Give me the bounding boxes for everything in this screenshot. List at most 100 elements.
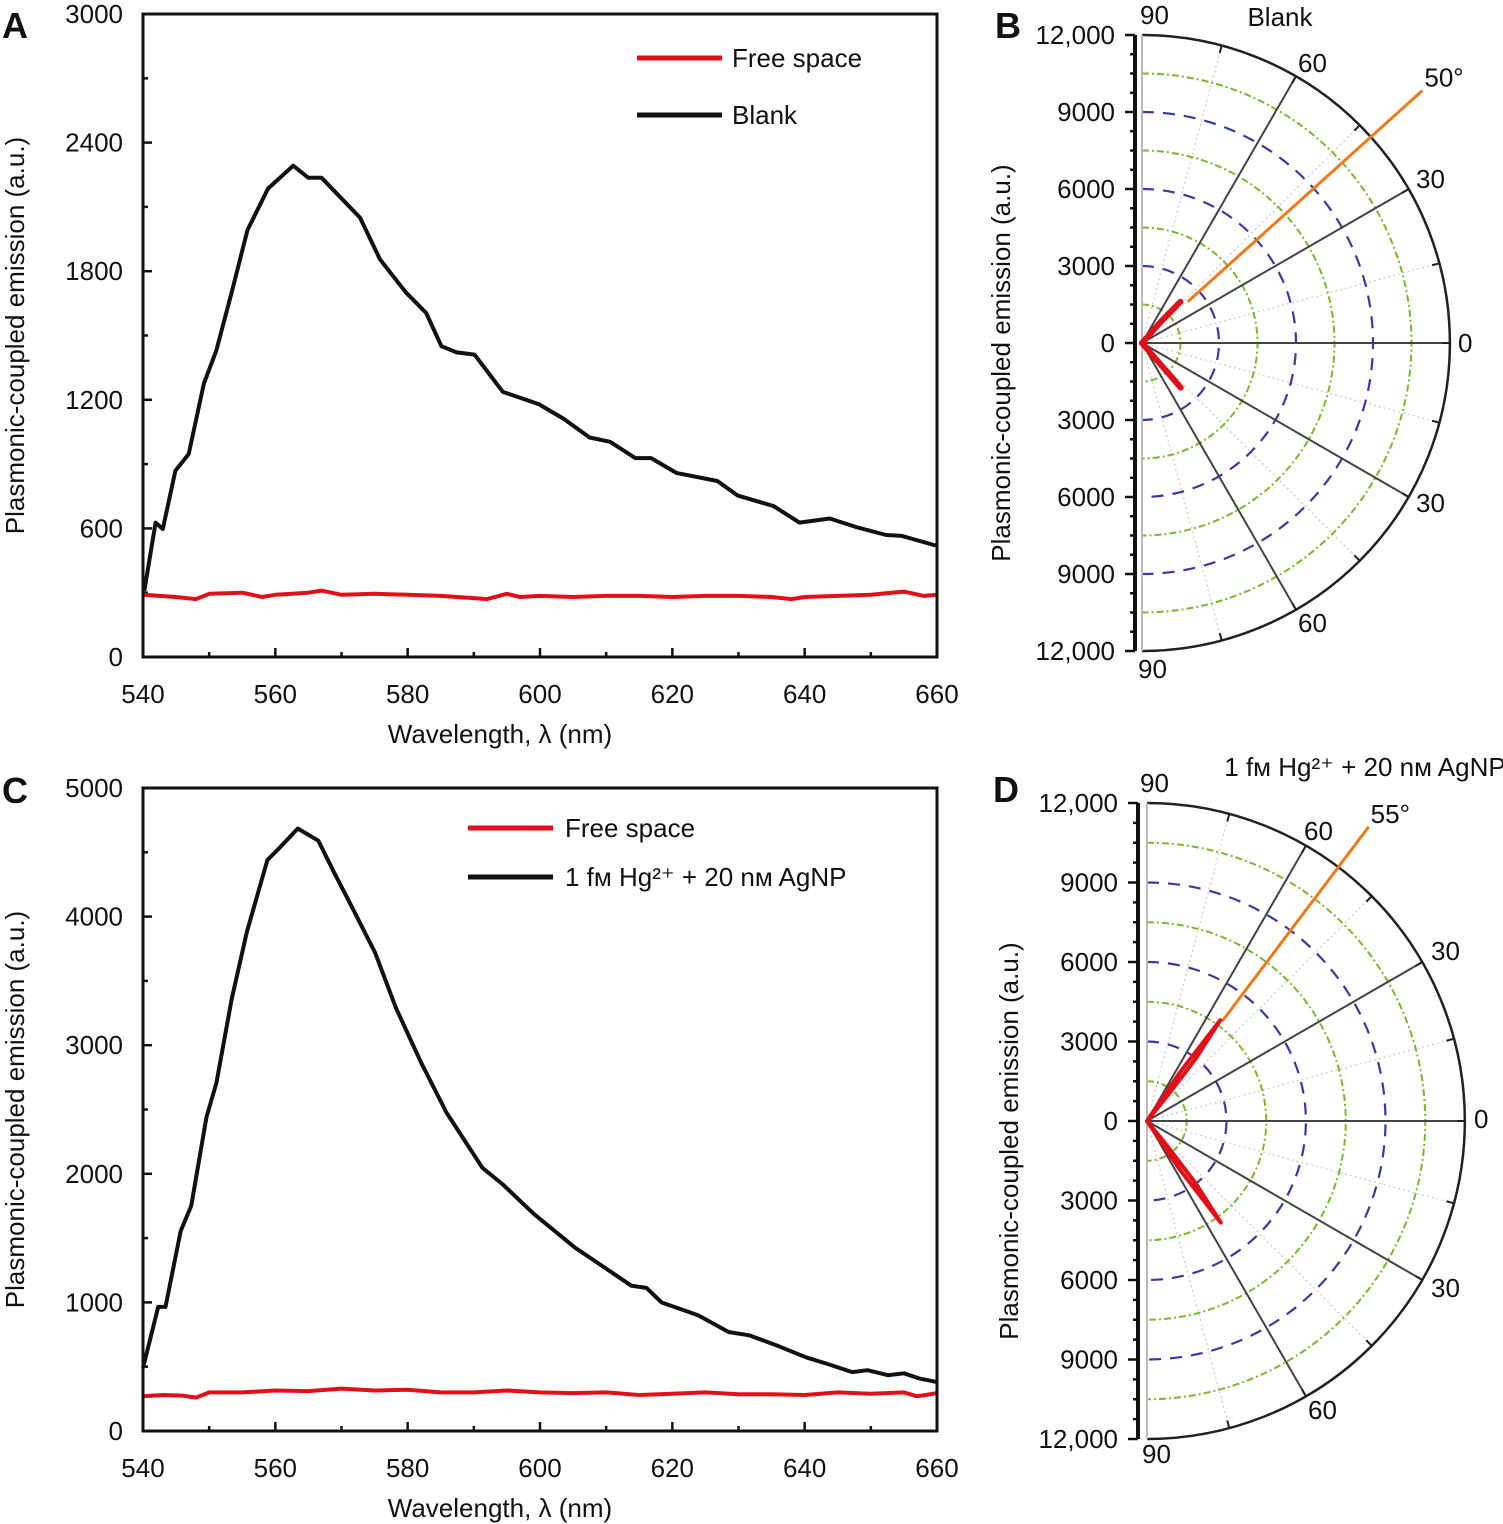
- polar-title: 1 fᴍ Hg²⁺ + 20 nᴍ AgNP: [1224, 752, 1503, 782]
- r-tick-label: 9000: [1060, 1345, 1118, 1375]
- x-tick-label: 640: [783, 1453, 826, 1483]
- angle-label: 60: [1304, 816, 1333, 846]
- r-tick-label: 6000: [1057, 174, 1115, 204]
- angle-label: 30: [1431, 936, 1460, 966]
- angle-label: 60: [1308, 1395, 1337, 1425]
- arc-tick: [1401, 492, 1410, 498]
- polar-title: Blank: [1247, 2, 1313, 32]
- y-tick-label: 600: [80, 513, 123, 543]
- legend-label: 1 fᴍ Hg²⁺ + 20 nᴍ AgNP: [565, 862, 846, 892]
- arc-tick: [1431, 262, 1440, 267]
- arc-tick: [1353, 124, 1361, 132]
- x-tick-label: 660: [915, 679, 958, 709]
- ring-major: [1146, 1040, 1228, 1202]
- r-tick-label: 3000: [1057, 405, 1115, 435]
- panel-letter: D: [993, 769, 1019, 810]
- r-tick-label: 9000: [1057, 559, 1115, 589]
- emission-lobe-upper: [1145, 1018, 1223, 1123]
- arc-tick: [1353, 554, 1361, 562]
- spoke: [1141, 75, 1297, 344]
- y-tick-label: 3000: [65, 1030, 123, 1060]
- x-tick-label: 600: [518, 679, 561, 709]
- y-tick-label: 4000: [65, 902, 123, 932]
- angle-marker-line: [1220, 825, 1370, 1023]
- arc-tick: [1401, 188, 1410, 194]
- y-tick-label: 3000: [65, 0, 123, 29]
- chart-panel-a: [141, 12, 939, 659]
- spoke: [1141, 188, 1410, 344]
- x-tick-label: 540: [121, 1453, 164, 1483]
- x-tick-label: 640: [783, 679, 826, 709]
- angle-marker-label: 50°: [1424, 63, 1463, 93]
- chart-panel-d: [1128, 801, 1467, 1441]
- minor-spoke: [1146, 1120, 1455, 1204]
- x-tick-label: 600: [518, 1453, 561, 1483]
- emission-lobe-lower: [1139, 340, 1184, 391]
- plot-frame: [141, 12, 939, 659]
- y-tick-label: 1800: [65, 256, 123, 286]
- angle-label: 90: [1142, 1439, 1171, 1469]
- minor-spoke: [1141, 342, 1223, 641]
- legend-label: Blank: [732, 100, 798, 130]
- r-tick-label: 0: [1101, 328, 1115, 358]
- series-line-sample: [142, 163, 937, 592]
- arc-tick: [1291, 75, 1297, 84]
- r-tick-label: 12,000: [1035, 20, 1115, 50]
- minor-spoke: [1146, 813, 1230, 1122]
- angle-label: 30: [1416, 164, 1445, 194]
- arc-tick: [1365, 895, 1373, 903]
- r-tick-label: 3000: [1060, 1027, 1118, 1057]
- r-tick-label: 6000: [1057, 482, 1115, 512]
- minor-spoke: [1146, 1038, 1455, 1122]
- ring-major: [1146, 881, 1387, 1361]
- r-tick-label: 3000: [1060, 1186, 1118, 1216]
- minor-spoke: [1141, 342, 1440, 424]
- r-tick-label: 12,000: [1035, 636, 1115, 666]
- spoke: [1141, 342, 1410, 498]
- y-tick-label: 1000: [65, 1287, 123, 1317]
- arc-tick: [1226, 1420, 1231, 1429]
- x-tick-label: 580: [386, 1453, 429, 1483]
- y-tick-label: 0: [109, 1416, 123, 1446]
- angle-label: 0: [1458, 328, 1472, 358]
- angle-label: 30: [1416, 488, 1445, 518]
- spoke: [1146, 1120, 1307, 1397]
- y-axis-label: Plasmonic-coupled emission (a.u.): [986, 164, 1016, 561]
- r-tick-label: 3000: [1057, 251, 1115, 281]
- x-tick-label: 540: [121, 679, 164, 709]
- arc-tick: [1431, 419, 1440, 424]
- angle-label: 60: [1298, 608, 1327, 638]
- x-tick-label: 560: [254, 1453, 297, 1483]
- arc-tick: [1218, 632, 1223, 641]
- x-axis-label: Wavelength, λ (nm): [388, 1493, 612, 1523]
- r-tick-label: 6000: [1060, 1265, 1118, 1295]
- legend-label: Free space: [732, 43, 862, 73]
- arc-tick: [1446, 1200, 1455, 1205]
- ring-minor: [1146, 921, 1347, 1321]
- panel-letter: A: [2, 5, 28, 46]
- minor-spoke: [1141, 45, 1223, 344]
- y-tick-label: 2000: [65, 1159, 123, 1189]
- arc-tick: [1291, 602, 1297, 611]
- angle-label: 30: [1431, 1273, 1460, 1303]
- series-line-free-space: [142, 1386, 938, 1400]
- y-tick-label: 5000: [65, 773, 123, 803]
- chart-panel-b: [1125, 33, 1452, 653]
- minor-spoke: [1141, 262, 1440, 344]
- series-line-sample: [141, 826, 938, 1385]
- y-tick-label: 1200: [65, 385, 123, 415]
- y-axis-label: Plasmonic-coupled emission (a.u.): [994, 942, 1024, 1339]
- spoke: [1146, 961, 1423, 1122]
- x-tick-label: 580: [386, 679, 429, 709]
- x-tick-label: 560: [254, 679, 297, 709]
- panel-letter: B: [995, 5, 1021, 46]
- x-tick-label: 620: [651, 679, 694, 709]
- chart-panel-c: [141, 786, 939, 1433]
- emission-lobe-lower: [1145, 1119, 1223, 1225]
- arc-tick: [1415, 1275, 1423, 1281]
- angle-label: 90: [1138, 654, 1167, 684]
- arc-tick: [1301, 1389, 1307, 1397]
- y-axis-label: Plasmonic-coupled emission (a.u.): [0, 911, 30, 1308]
- angle-label: 0: [1474, 1104, 1488, 1134]
